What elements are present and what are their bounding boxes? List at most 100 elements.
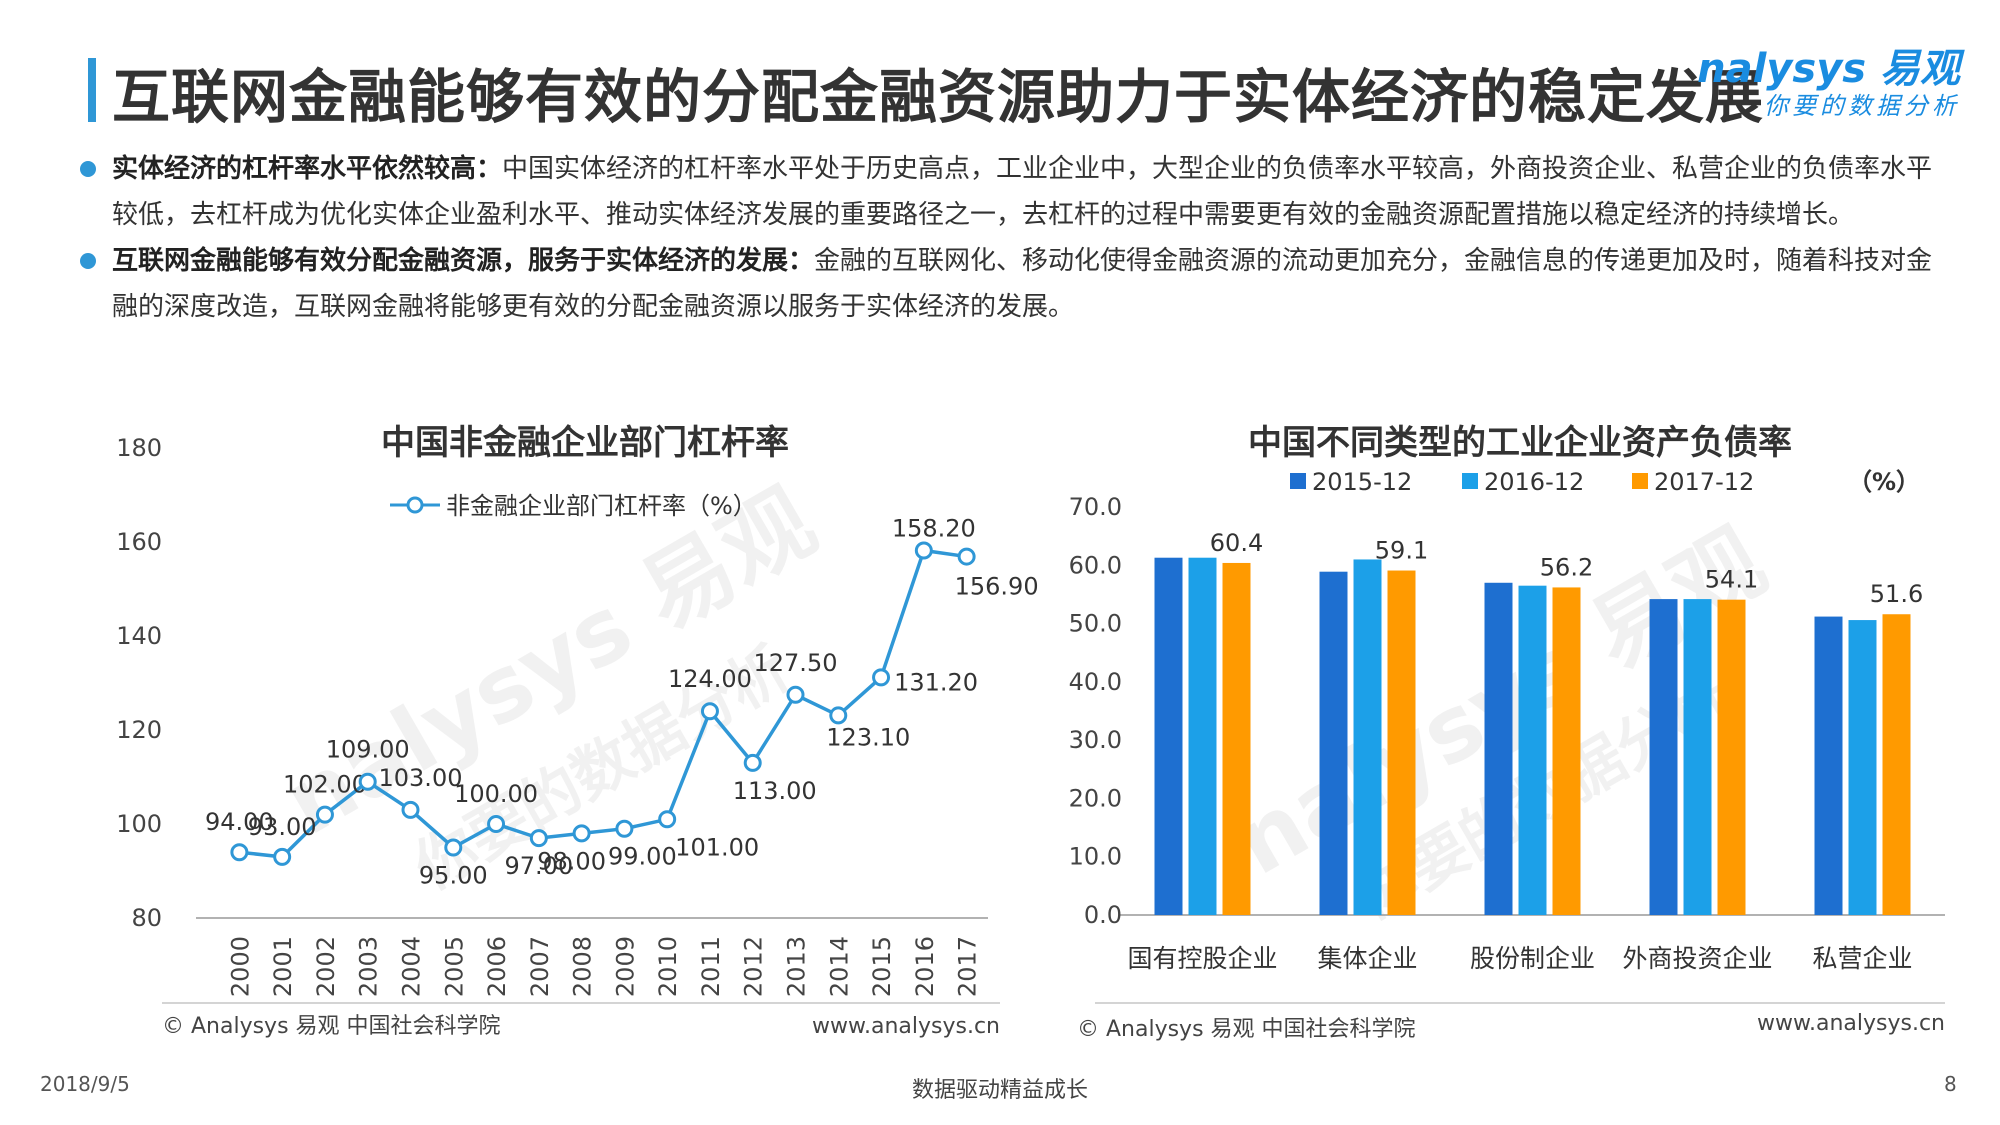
data-label: 95.00 bbox=[419, 862, 488, 890]
data-point bbox=[957, 547, 976, 566]
footer-slogan: 数据驱动精益成长 bbox=[912, 1078, 1089, 1103]
series-line bbox=[239, 548, 967, 859]
x-tick-label: 2015 bbox=[868, 936, 896, 997]
bar bbox=[1882, 614, 1911, 915]
y-tick-label: 20.0 bbox=[1069, 784, 1122, 812]
data-point bbox=[615, 819, 634, 838]
data-label: 102.00 bbox=[283, 771, 367, 799]
data-point bbox=[743, 753, 762, 772]
y-tick-label: 80 bbox=[131, 904, 162, 932]
source-url: www.analysys.cn bbox=[812, 1014, 1000, 1039]
y-tick-label: 120 bbox=[116, 716, 162, 744]
bar bbox=[1222, 562, 1251, 915]
data-label: 103.00 bbox=[379, 764, 463, 792]
x-category-label: 外商投资企业 bbox=[1622, 944, 1772, 973]
y-tick-label: 30.0 bbox=[1069, 726, 1122, 754]
x-tick-label: 2003 bbox=[355, 936, 383, 997]
bar-value-label: 59.1 bbox=[1375, 537, 1428, 565]
x-tick-label: 2009 bbox=[611, 936, 639, 997]
logo-subtitle: 你要的数据分析 bbox=[1764, 92, 1960, 120]
bar-value-label: 51.6 bbox=[1870, 580, 1923, 608]
data-point bbox=[358, 772, 377, 791]
legend-swatch bbox=[1632, 473, 1648, 489]
bar bbox=[1848, 620, 1877, 915]
bar-chart: 中国不同类型的工业企业资产负债率 2015-12 2016-12 2017-12 （… bbox=[1069, 423, 1945, 1042]
legend-label: 2017-12 bbox=[1654, 468, 1754, 496]
line-chart-title: 中国非金融企业部门杠杆率 bbox=[381, 423, 789, 463]
y-tick-label: 140 bbox=[116, 622, 162, 650]
bar-value-label: 54.1 bbox=[1705, 566, 1758, 594]
legend-marker bbox=[406, 496, 424, 514]
data-point bbox=[872, 668, 891, 687]
bullet-heading: 互联网金融能够有效分配金融资源，服务于实体经济的发展： bbox=[112, 246, 815, 276]
data-label: 127.50 bbox=[754, 649, 838, 677]
data-point bbox=[786, 685, 805, 704]
bar-chart-unit: （%） bbox=[1848, 468, 1920, 496]
y-tick-label: 180 bbox=[116, 434, 162, 462]
x-tick-label: 2004 bbox=[398, 936, 426, 997]
bar bbox=[1484, 582, 1513, 915]
x-tick-label: 2014 bbox=[825, 936, 853, 997]
source-text: © Analysys 易观 中国社会科学院 bbox=[1077, 1017, 1416, 1042]
bar bbox=[1552, 587, 1581, 915]
y-tick-label: 160 bbox=[116, 528, 162, 556]
bullet-list: 实体经济的杠杆率水平依然较高：中国实体经济的杠杆率水平处于历史高点，工业企业中，… bbox=[80, 146, 1950, 330]
data-label: 113.00 bbox=[733, 777, 817, 805]
data-point bbox=[315, 805, 334, 824]
logo-text: nalysys 易观 bbox=[1697, 46, 1960, 92]
x-tick-label: 2010 bbox=[654, 936, 682, 997]
source-url: www.analysys.cn bbox=[1757, 1011, 1945, 1036]
bar bbox=[1683, 599, 1712, 915]
y-tick-label: 70.0 bbox=[1069, 493, 1122, 521]
data-label: 158.20 bbox=[892, 514, 976, 542]
x-tick-label: 2012 bbox=[740, 936, 768, 997]
data-point bbox=[273, 847, 292, 866]
legend-swatch bbox=[1290, 473, 1306, 489]
x-category-label: 股份制企业 bbox=[1470, 944, 1595, 973]
x-category-label: 集体企业 bbox=[1317, 944, 1417, 973]
bar bbox=[1649, 599, 1678, 915]
page-number: 8 bbox=[1944, 1072, 1957, 1096]
x-tick-label: 2002 bbox=[312, 936, 340, 997]
data-label: 109.00 bbox=[326, 736, 410, 764]
legend-label: 2016-12 bbox=[1484, 468, 1584, 496]
legend-label: 2015-12 bbox=[1312, 468, 1412, 496]
x-tick-label: 2008 bbox=[569, 936, 597, 997]
data-point bbox=[529, 829, 548, 848]
bar bbox=[1518, 585, 1547, 915]
y-tick-label: 50.0 bbox=[1069, 610, 1122, 638]
data-label: 93.00 bbox=[248, 813, 317, 841]
data-label: 101.00 bbox=[675, 833, 759, 861]
page-title: 互联网金融能够有效的分配金融资源助力于实体经济的稳定发展 bbox=[112, 63, 1765, 131]
data-point bbox=[658, 810, 677, 829]
data-label: 94.00 bbox=[205, 808, 274, 836]
x-category-label: 国有控股企业 bbox=[1127, 944, 1277, 973]
data-point bbox=[829, 706, 848, 725]
data-point bbox=[487, 815, 506, 833]
data-label: 100.00 bbox=[454, 780, 538, 808]
bar bbox=[1319, 571, 1348, 915]
bullet-item: 实体经济的杠杆率水平依然较高：中国实体经济的杠杆率水平处于历史高点，工业企业中，… bbox=[80, 146, 1950, 238]
x-tick-label: 2011 bbox=[697, 936, 725, 997]
x-tick-label: 2005 bbox=[440, 936, 468, 997]
data-label: 99.00 bbox=[608, 843, 677, 871]
data-label: 124.00 bbox=[668, 665, 752, 693]
bullet-dot-icon bbox=[80, 253, 96, 269]
y-tick-label: 0.0 bbox=[1084, 901, 1122, 929]
bullet-dot-icon bbox=[80, 161, 96, 177]
y-tick-label: 100 bbox=[116, 810, 162, 838]
data-point bbox=[914, 541, 933, 560]
bar-chart-title: 中国不同类型的工业企业资产负债率 bbox=[1248, 423, 1792, 463]
data-point bbox=[572, 824, 591, 843]
legend-label: 非金融企业部门杠杆率（%） bbox=[446, 492, 757, 520]
x-tick-label: 2016 bbox=[911, 936, 939, 997]
data-label: 156.90 bbox=[955, 573, 1039, 601]
bar-value-label: 60.4 bbox=[1210, 529, 1263, 557]
y-tick-label: 10.0 bbox=[1069, 843, 1122, 871]
bullet-text: 金融的互联网化、移动化使得金融资源的流动更加充分，金融信息的传递更加及时，随着科… bbox=[112, 246, 1933, 322]
data-point bbox=[444, 838, 463, 857]
bar bbox=[1353, 559, 1382, 915]
line-chart: 中国非金融企业部门杠杆率 非金融企业部门杠杆率（%） 80 100 120 140 16… bbox=[116, 423, 1038, 1039]
y-tick-label: 40.0 bbox=[1069, 668, 1122, 696]
